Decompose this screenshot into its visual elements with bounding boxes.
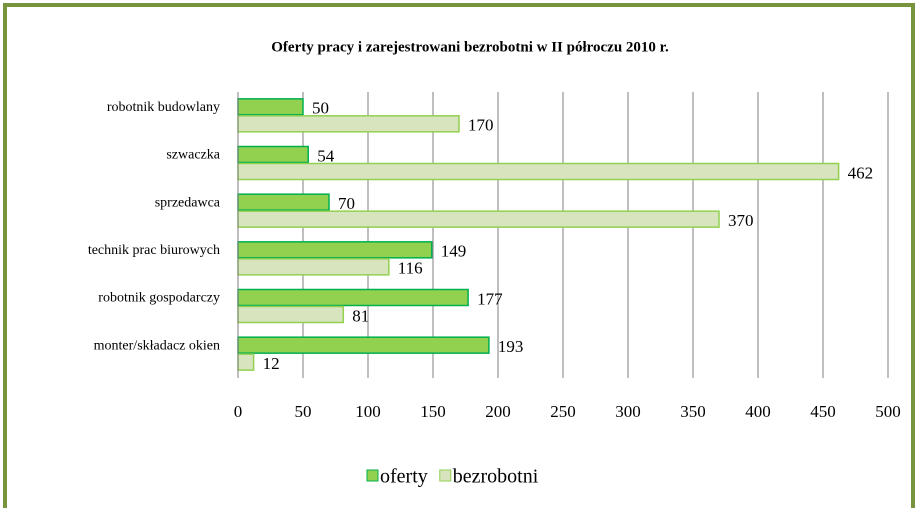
chart-title: Oferty pracy i zarejestrowani bezrobotni…: [271, 39, 669, 55]
x-tick-label: 300: [615, 402, 641, 421]
legend-swatch: [439, 469, 452, 482]
x-tick-label: 350: [680, 402, 706, 421]
data-label: 70: [338, 194, 355, 213]
x-tick-label: 500: [875, 402, 901, 421]
data-label: 370: [728, 211, 754, 230]
y-tick-label: szwaczka: [166, 148, 220, 163]
y-tick-label: technik prac biurowych: [88, 243, 220, 258]
bar: [237, 288, 469, 307]
y-tick-label: robotnik budowlany: [107, 100, 220, 115]
bar: [237, 241, 433, 259]
x-tick-label: 450: [810, 402, 836, 421]
bar: [237, 258, 390, 276]
bar: [237, 145, 309, 164]
bar: [237, 98, 304, 116]
y-tick-label: sprzedawca: [155, 195, 221, 210]
data-label: 116: [398, 259, 423, 278]
x-tick-label: 250: [550, 402, 576, 421]
data-label: 462: [848, 163, 874, 182]
x-tick-label: 50: [295, 402, 312, 421]
bar: [237, 353, 255, 371]
bar: [237, 162, 840, 181]
data-label: 50: [312, 99, 329, 118]
data-label: 149: [441, 242, 467, 261]
chart-frame: [3, 3, 915, 508]
data-label: 81: [352, 306, 369, 325]
data-label: 193: [498, 337, 524, 356]
data-label: 177: [477, 289, 503, 308]
x-tick-label: 150: [420, 402, 446, 421]
x-tick-label: 400: [745, 402, 771, 421]
y-tick-label: robotnik gospodarczy: [98, 291, 220, 306]
x-tick-label: 100: [355, 402, 381, 421]
bar: [237, 115, 460, 133]
bar: [237, 210, 720, 228]
y-tick-label: monter/składacz okien: [94, 338, 220, 353]
legend-swatch: [366, 469, 379, 482]
data-label: 12: [263, 354, 280, 373]
bar: [237, 336, 490, 354]
legend-label: bezrobotni: [453, 466, 539, 488]
data-label: 54: [317, 146, 335, 165]
x-tick-label: 0: [234, 402, 243, 421]
bar: [237, 193, 330, 211]
x-tick-label: 200: [485, 402, 511, 421]
data-label: 170: [468, 116, 494, 135]
legend-label: oferty: [380, 466, 428, 488]
bar: [237, 305, 345, 324]
